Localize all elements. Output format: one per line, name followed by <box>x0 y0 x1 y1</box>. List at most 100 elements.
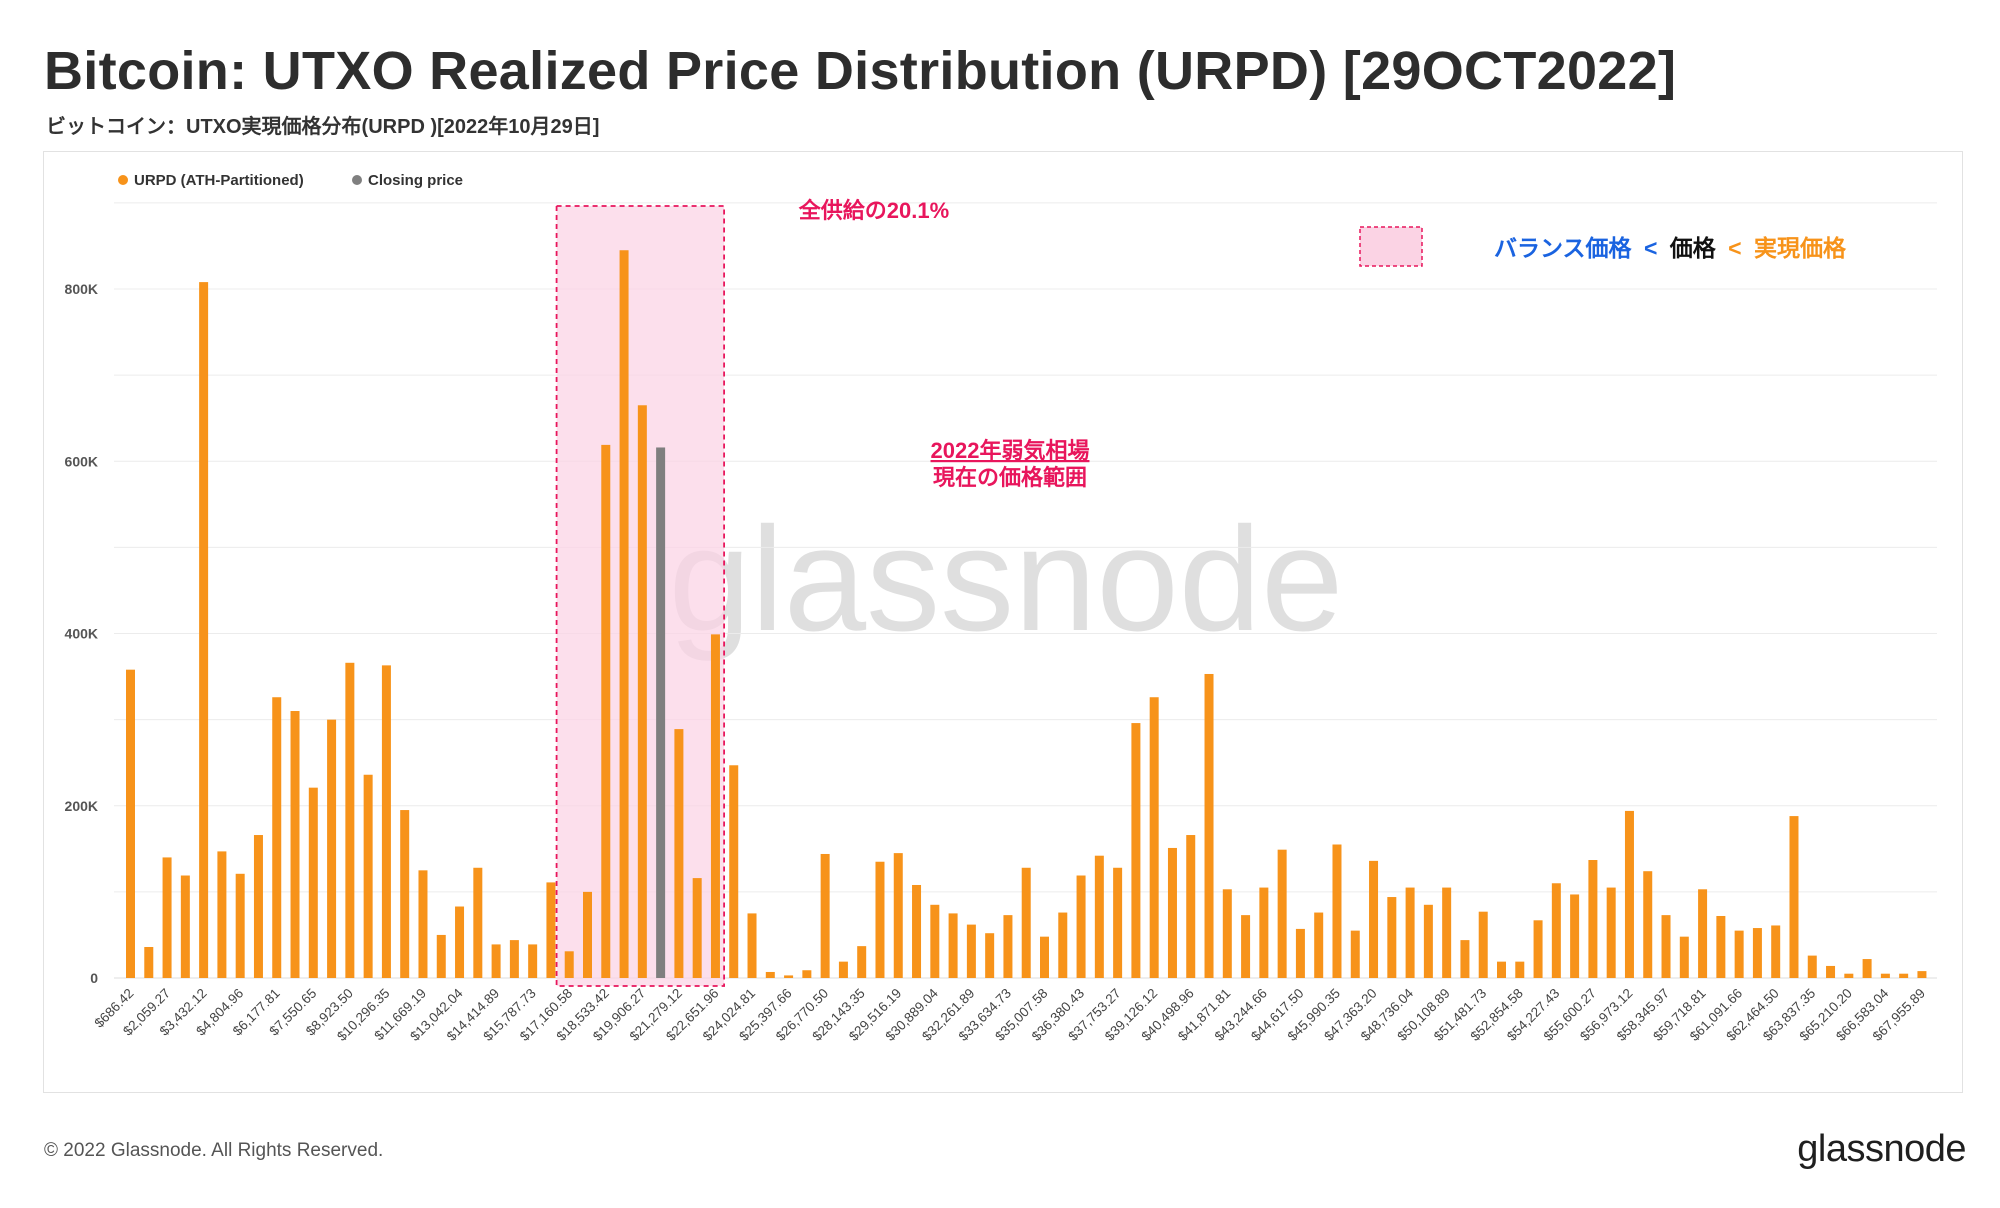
supply-share-annotation: 全供給の20.1% <box>798 198 949 223</box>
bars-over-highlight <box>564 250 720 979</box>
urpd-bar <box>126 669 135 978</box>
urpd-bar <box>1606 887 1616 978</box>
range-annotation-line2: 現在の価格範囲 <box>933 465 1087 490</box>
key-realized-price: 実現価格 <box>1754 235 1847 261</box>
urpd-bar <box>710 634 720 978</box>
urpd-chart: glassnode 0 200K 400K 600K 800K $686.42$2,05… <box>65 172 1937 1044</box>
urpd-bar <box>1423 904 1433 978</box>
legend-marker-urpd <box>118 175 128 185</box>
urpd-bar <box>1332 844 1342 978</box>
urpd-bar <box>1551 883 1561 978</box>
urpd-bar <box>948 913 958 978</box>
urpd-bar <box>930 904 940 978</box>
key-less-than-1: < <box>1644 235 1657 261</box>
y-tick-label: 600K <box>65 453 98 469</box>
urpd-bar <box>1058 912 1068 978</box>
urpd-bar <box>1277 849 1287 978</box>
urpd-bar <box>235 873 245 978</box>
urpd-bar <box>1442 887 1452 978</box>
urpd-bar <box>1003 915 1013 978</box>
urpd-bar <box>1186 835 1196 978</box>
urpd-bar <box>1094 855 1104 978</box>
urpd-bar <box>564 951 574 978</box>
urpd-bar <box>1643 871 1653 978</box>
urpd-bar <box>473 867 483 978</box>
urpd-bar <box>857 946 867 978</box>
urpd-bar <box>1350 930 1360 978</box>
urpd-bar <box>619 250 629 978</box>
urpd-bar <box>1734 930 1744 978</box>
chart-panel: glassnode 0 200K 400K 600K 800K $686.42 $2,05… <box>43 151 1963 1093</box>
legend-label-urpd: URPD (ATH-Partitioned) <box>134 172 304 189</box>
key-swatch <box>1359 226 1423 267</box>
urpd-bar <box>327 719 337 978</box>
y-tick-label: 200K <box>65 798 98 814</box>
urpd-bar <box>1771 925 1781 978</box>
y-tick-label: 400K <box>65 626 98 642</box>
page-title: Bitcoin: UTXO Realized Price Distributio… <box>44 41 1677 101</box>
urpd-bar <box>1241 915 1251 978</box>
urpd-bar <box>308 787 318 978</box>
urpd-bar <box>820 853 830 978</box>
urpd-bar <box>400 810 410 978</box>
urpd-bar <box>1899 973 1909 978</box>
urpd-bar <box>455 906 465 978</box>
urpd-bar <box>1295 928 1305 978</box>
urpd-bar <box>1826 965 1836 978</box>
urpd-bar <box>217 851 227 978</box>
urpd-bar <box>528 944 538 978</box>
urpd-bar <box>180 875 190 978</box>
urpd-bar <box>912 884 922 978</box>
urpd-bar <box>966 924 976 978</box>
urpd-bar <box>1021 867 1031 978</box>
urpd-bar <box>363 774 373 978</box>
urpd-bar <box>1149 697 1159 978</box>
urpd-bar <box>1040 936 1049 978</box>
urpd-bar <box>985 933 995 978</box>
urpd-bar <box>491 944 501 978</box>
urpd-bar <box>674 729 684 978</box>
footer-copyright: © 2022 Glassnode. All Rights Reserved. <box>44 1140 384 1161</box>
urpd-bar <box>1752 928 1762 978</box>
urpd-bar <box>1789 816 1799 978</box>
urpd-bar <box>1076 875 1086 978</box>
urpd-bar <box>875 861 885 978</box>
urpd-bar <box>1405 887 1415 978</box>
urpd-bar <box>1387 897 1397 978</box>
watermark: glassnode <box>669 497 1344 662</box>
urpd-bar <box>436 934 446 978</box>
urpd-bar <box>1204 673 1214 978</box>
urpd-bar <box>546 882 556 978</box>
range-annotation-line1: 2022年弱気相場 <box>931 438 1090 463</box>
urpd-bar <box>1880 973 1890 978</box>
urpd-bar <box>1167 847 1177 978</box>
urpd-bar <box>637 405 647 978</box>
footer-logo: glassnode <box>1797 1128 1966 1170</box>
urpd-bar <box>802 970 812 978</box>
urpd-bar <box>747 913 757 978</box>
price-order-key: バランス価格 < 価格 < 実現価格 <box>1494 235 1847 261</box>
y-tick-label: 0 <box>90 970 98 986</box>
legend-label-closing: Closing price <box>368 172 463 189</box>
urpd-bar <box>765 971 775 978</box>
urpd-bar <box>1698 889 1708 978</box>
urpd-bar <box>253 835 263 978</box>
key-price: 価格 <box>1669 235 1717 261</box>
urpd-bar <box>509 940 519 978</box>
urpd-bar <box>290 711 300 978</box>
urpd-bar <box>601 444 611 979</box>
urpd-bar <box>1624 810 1634 978</box>
urpd-bar <box>1113 867 1123 978</box>
urpd-bar <box>1131 723 1141 978</box>
urpd-bar <box>692 878 702 978</box>
x-axis: $686.42$2,059.27$3,432.12$4,804.96$6,177… <box>91 985 1928 1044</box>
urpd-bar <box>1679 936 1689 978</box>
urpd-bar <box>1259 887 1269 978</box>
urpd-bar <box>583 891 592 978</box>
urpd-bar <box>162 857 172 978</box>
urpd-bar <box>1807 955 1817 978</box>
y-axis: 0 200K 400K 600K 800K <box>65 281 99 986</box>
urpd-bar <box>1497 961 1506 978</box>
bars <box>126 282 1927 978</box>
legend-marker-closing <box>352 175 362 185</box>
